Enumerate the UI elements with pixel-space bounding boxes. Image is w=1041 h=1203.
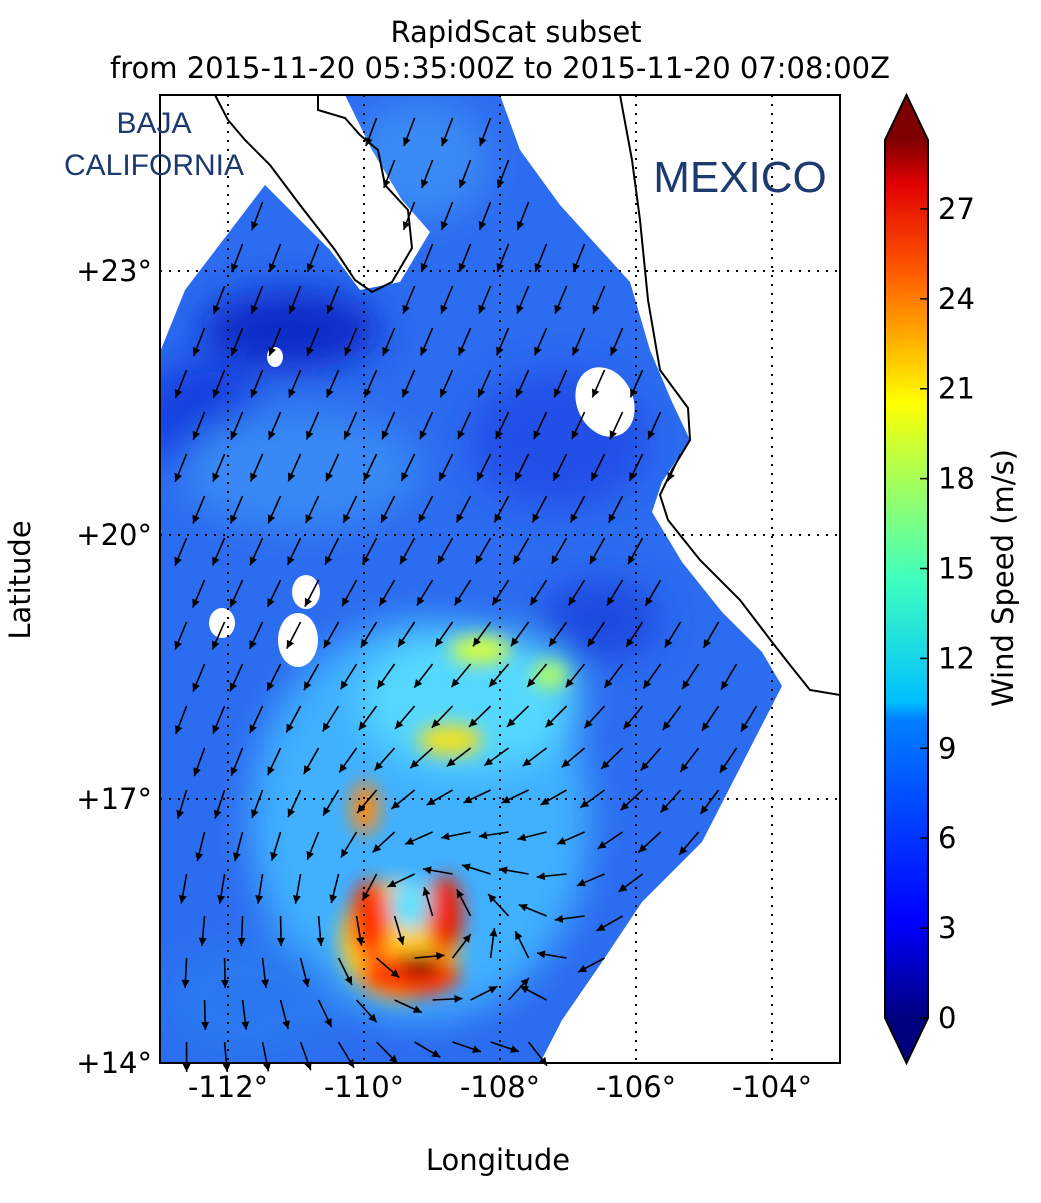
colorbar-tick-label: 12 [938,641,975,675]
colorbar-tick-label: 3 [938,911,956,945]
subtitle: from 2015-11-20 05:35:00Z to 2015-11-20 … [110,51,890,85]
colorbar-tick-label: 15 [938,552,975,586]
colorbar: 0 3 6 9 12 15 18 21 24 27 [885,95,975,1063]
colorbar-extension [885,95,928,140]
colorbar-tick-label: 27 [938,192,975,226]
place-label: CALIFORNIA [64,149,244,182]
y-tick-label: +14° [76,1046,152,1080]
colorbar-tick-label: 0 [938,1001,956,1035]
x-tick-label: -104° [732,1070,812,1104]
colorbar-tick-label: 21 [938,372,975,406]
title: RapidScat subset [390,15,641,49]
place-label: BAJA [116,107,191,140]
colorbar-tick-label: 6 [938,821,956,855]
wind-field [140,95,840,1063]
y-axis-label: Latitude [3,520,37,639]
colorbar-tick-label: 9 [938,731,956,765]
colorbar-tick-label: 18 [938,462,975,496]
x-tick-label: -108° [460,1070,540,1104]
x-tick-label: -106° [596,1070,676,1104]
x-tick-label: -110° [324,1070,404,1104]
y-tick-label: +17° [76,782,152,816]
colorbar-extension [885,1018,928,1063]
x-tick-label: -112° [188,1070,268,1104]
colorbar-label: Wind Speed (m/s) [986,449,1020,707]
place-label: MEXICO [653,153,827,202]
y-tick-label: +23° [76,254,152,288]
x-axis-label: Longitude [426,1143,570,1177]
y-tick-label: +20° [76,518,152,552]
colorbar-tick-label: 24 [938,282,975,316]
colorbar-gradient [885,140,928,1018]
